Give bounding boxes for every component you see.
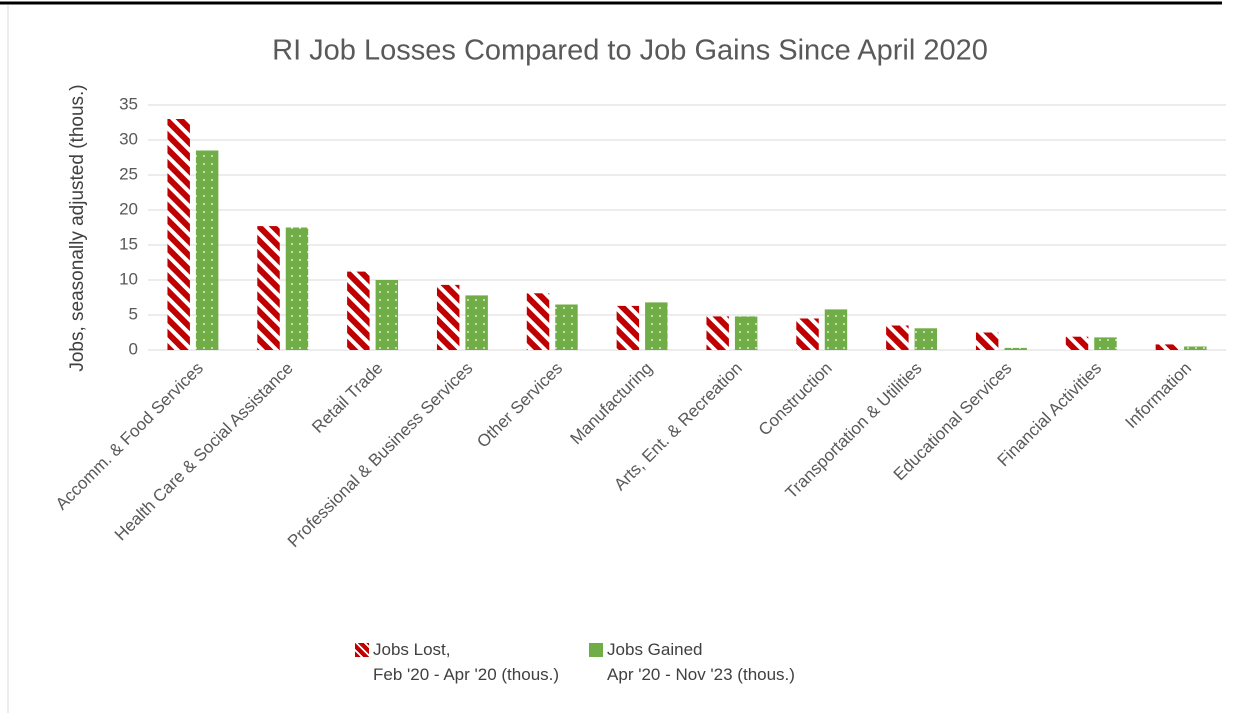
bar	[796, 318, 819, 350]
bar	[1065, 336, 1089, 350]
y-axis-label: Jobs, seasonally adjusted (thous.)	[67, 84, 88, 371]
x-tick-label: Accomm. & Food Services	[52, 359, 207, 514]
bar	[1094, 337, 1117, 350]
legend-label: Jobs Gained Apr '20 - Nov '23 (thous.)	[607, 640, 795, 684]
legend-swatch	[355, 643, 369, 657]
bar	[914, 328, 938, 350]
x-tick-label: Other Services	[473, 359, 566, 452]
bar	[285, 227, 309, 350]
bar	[1155, 344, 1179, 350]
bar	[975, 332, 999, 350]
legend-item: Jobs Lost, Feb '20 - Apr '20 (thous.)	[355, 640, 559, 687]
bar	[465, 295, 488, 350]
bar	[734, 316, 758, 350]
legend-swatch	[589, 643, 604, 657]
y-tick-label: 5	[129, 304, 138, 323]
bar	[886, 325, 909, 350]
y-tick-label: 10	[119, 269, 138, 288]
y-tick-label: 0	[129, 339, 138, 358]
x-tick-label: Retail Trade	[308, 359, 386, 437]
bar	[526, 293, 550, 350]
y-tick-label: 20	[119, 199, 138, 218]
bar	[375, 280, 399, 350]
bar	[824, 309, 848, 350]
bar	[436, 284, 460, 350]
bar	[555, 304, 578, 350]
x-tick-label: Construction	[755, 359, 836, 440]
bar	[167, 119, 190, 350]
y-tick-label: 35	[119, 94, 138, 113]
x-tick-label: Professional & Business Services	[284, 359, 476, 551]
legend-label: Jobs Lost, Feb '20 - Apr '20 (thous.)	[373, 640, 560, 684]
bar	[347, 271, 370, 350]
bar	[616, 305, 640, 350]
bar	[257, 226, 280, 350]
bar	[706, 316, 729, 350]
x-tick-label: Information	[1122, 359, 1196, 433]
bar	[645, 302, 668, 350]
bar	[1184, 346, 1207, 350]
bar	[1004, 347, 1027, 350]
chart-title: RI Job Losses Compared to Job Gains Sinc…	[272, 35, 988, 67]
y-tick-label: 15	[119, 234, 138, 253]
y-tick-label: 30	[119, 129, 138, 148]
x-tick-label: Manufacturing	[566, 359, 656, 449]
x-tick-label: Health Care & Social Assistance	[111, 359, 297, 545]
legend-item: Jobs Gained Apr '20 - Nov '23 (thous.)	[589, 640, 795, 687]
bar	[195, 150, 219, 350]
legend: Jobs Lost, Feb '20 - Apr '20 (thous.) Job…	[355, 640, 795, 687]
y-tick-label: 25	[119, 164, 138, 183]
